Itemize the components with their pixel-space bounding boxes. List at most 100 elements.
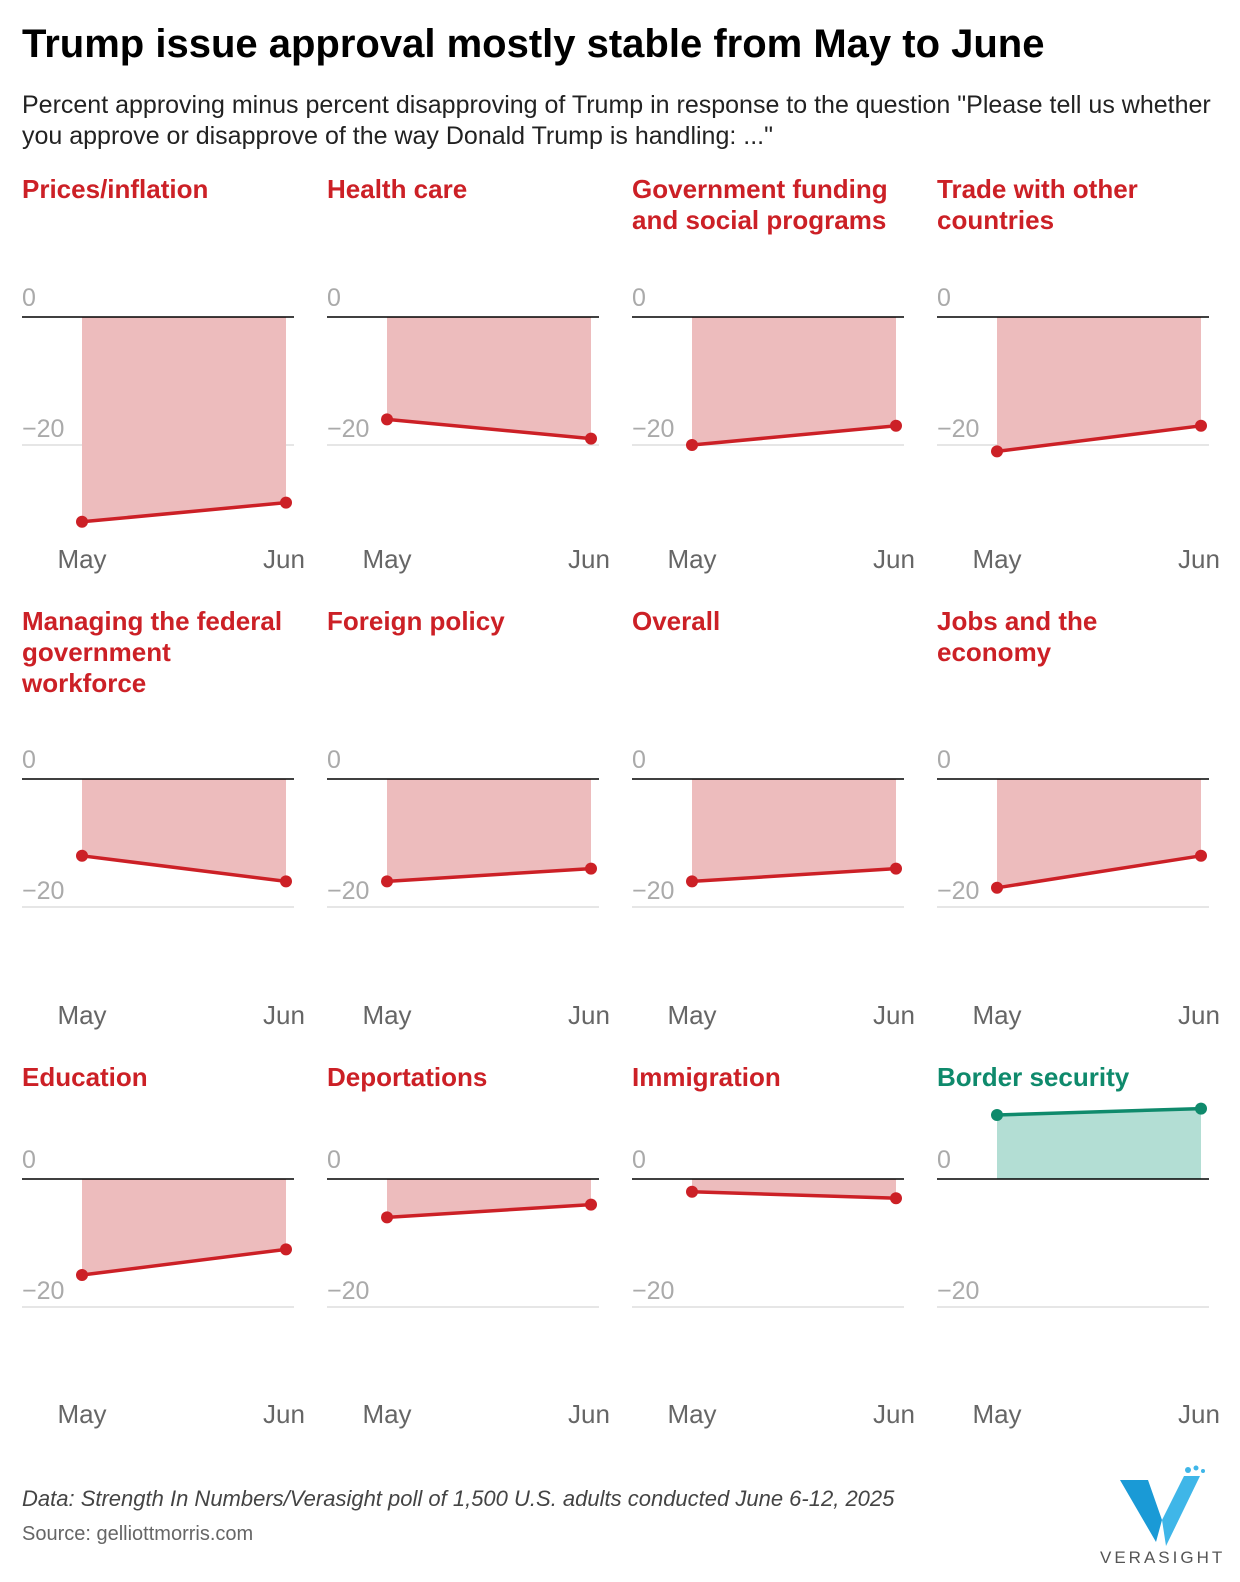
data-point-jun	[280, 875, 292, 888]
panel-title: Foreign policy	[327, 606, 505, 636]
panel-title: and social programs	[632, 205, 886, 235]
panel-title: Jobs and the	[937, 606, 1097, 636]
x-tick-label: May	[57, 1399, 106, 1429]
data-point-jun	[890, 419, 902, 432]
area-fill	[997, 317, 1201, 452]
data-point-jun	[1195, 1102, 1207, 1115]
x-tick-label: May	[972, 1399, 1021, 1429]
x-tick-label: Jun	[873, 1000, 915, 1030]
x-tick-label: Jun	[263, 544, 305, 574]
x-tick-label: Jun	[568, 1399, 610, 1429]
panel-title: Deportations	[327, 1062, 487, 1092]
x-tick-label: May	[362, 544, 411, 574]
x-tick-label: May	[57, 1000, 106, 1030]
y-tick-label: 0	[937, 1146, 951, 1174]
panel-title: Education	[22, 1062, 148, 1092]
panel-title: government	[22, 637, 171, 667]
x-tick-label: May	[667, 1000, 716, 1030]
data-point-may	[381, 1211, 393, 1224]
y-tick-label: 0	[22, 284, 36, 312]
series-line	[691, 424, 897, 447]
area-fill	[82, 779, 286, 882]
verasight-logo: VERASIGHT	[1100, 1462, 1226, 1572]
y-tick-label: −20	[937, 415, 979, 443]
panel-title: Overall	[632, 606, 720, 636]
x-tick-label: May	[57, 544, 106, 574]
data-point-may	[76, 515, 88, 528]
x-tick-label: May	[667, 1399, 716, 1429]
y-tick-label: 0	[937, 746, 951, 774]
data-point-may	[686, 1185, 698, 1198]
x-tick-label: May	[362, 1000, 411, 1030]
area-fill	[997, 1108, 1201, 1179]
data-point-jun	[890, 862, 902, 875]
source-credit: Source: gelliottmorris.com	[22, 1523, 254, 1545]
y-tick-label: −20	[632, 415, 674, 443]
data-point-jun	[585, 432, 597, 445]
series-line	[996, 424, 1202, 454]
area-fill	[82, 317, 286, 522]
y-tick-label: 0	[632, 746, 646, 774]
panel-title: Border security	[937, 1062, 1130, 1092]
panel-title: Immigration	[632, 1062, 781, 1092]
x-tick-label: Jun	[263, 1399, 305, 1429]
data-point-may	[686, 875, 698, 888]
y-tick-label: −20	[327, 1277, 369, 1305]
series-line	[81, 854, 287, 884]
area-fill	[997, 779, 1201, 888]
y-tick-label: −20	[22, 877, 64, 905]
data-point-jun	[890, 1192, 902, 1205]
x-tick-label: Jun	[1178, 1000, 1220, 1030]
y-tick-label: 0	[22, 746, 36, 774]
panel-title: Trade with other	[937, 174, 1138, 204]
data-point-jun	[1195, 419, 1207, 432]
area-fill	[387, 779, 591, 882]
area-fill	[692, 317, 896, 445]
series-line	[81, 500, 287, 524]
y-tick-label: −20	[632, 1277, 674, 1305]
data-point-may	[991, 445, 1003, 458]
area-fill	[387, 1179, 591, 1218]
chart-subtitle: Percent approving minus percent disappro…	[22, 91, 1211, 150]
series-line	[691, 866, 897, 884]
logo-wordmark: VERASIGHT	[1100, 1548, 1226, 1567]
x-tick-label: Jun	[1178, 1399, 1220, 1429]
x-tick-label: Jun	[873, 1399, 915, 1429]
panel-title: Managing the federal	[22, 606, 282, 636]
x-tick-label: May	[972, 544, 1021, 574]
y-tick-label: 0	[632, 284, 646, 312]
data-note: Data: Strength In Numbers/Verasight poll…	[22, 1486, 895, 1511]
series-line	[386, 1202, 592, 1220]
y-tick-label: 0	[22, 1146, 36, 1174]
verasight-v-icon	[1120, 1465, 1205, 1546]
area-fill	[692, 779, 896, 882]
x-tick-label: May	[972, 1000, 1021, 1030]
area-fill	[82, 1179, 286, 1275]
y-tick-label: 0	[632, 1146, 646, 1174]
data-point-jun	[1195, 849, 1207, 862]
data-point-may	[381, 413, 393, 426]
y-tick-label: 0	[937, 284, 951, 312]
data-point-may	[991, 1109, 1003, 1121]
y-tick-label: −20	[937, 877, 979, 905]
x-tick-label: Jun	[1178, 544, 1220, 574]
y-tick-label: −20	[632, 877, 674, 905]
series-line	[386, 866, 592, 884]
data-point-jun	[585, 862, 597, 875]
panel-title: countries	[937, 205, 1054, 235]
x-tick-label: Jun	[263, 1000, 305, 1030]
y-tick-label: 0	[327, 284, 341, 312]
x-tick-label: Jun	[568, 1000, 610, 1030]
y-tick-label: 0	[327, 746, 341, 774]
x-tick-label: May	[667, 544, 716, 574]
x-tick-label: Jun	[568, 544, 610, 574]
series-line	[691, 1190, 897, 1200]
panel-title: Government funding	[632, 174, 888, 204]
data-point-may	[381, 875, 393, 888]
series-line	[996, 854, 1202, 890]
area-fill	[387, 317, 591, 439]
data-point-may	[76, 1269, 88, 1281]
y-tick-label: −20	[22, 415, 64, 443]
panel-title: Health care	[327, 174, 467, 204]
